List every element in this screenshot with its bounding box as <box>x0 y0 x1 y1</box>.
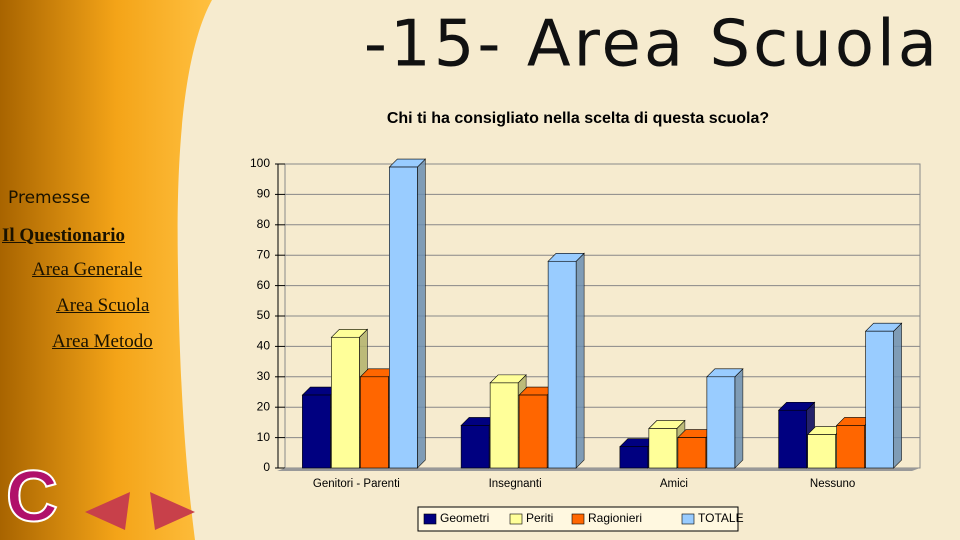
x-tick-label: Nessuno <box>810 478 855 490</box>
bar <box>547 260 577 469</box>
y-tick-label: 50 <box>257 308 271 322</box>
bar <box>807 434 836 469</box>
bar-side <box>575 252 585 469</box>
floor <box>277 468 920 471</box>
bar-side <box>734 368 744 469</box>
bar <box>677 437 707 469</box>
legend-label: TOTALE <box>698 511 744 525</box>
forward-button[interactable] <box>150 492 195 530</box>
slide-title: -15- Area Scuola <box>364 8 940 82</box>
logo: C <box>6 457 58 537</box>
y-tick-label: 10 <box>257 430 271 444</box>
nav-link[interactable]: Area Scuola <box>56 295 150 316</box>
bar <box>360 376 389 469</box>
bar <box>460 425 490 469</box>
bar <box>836 425 865 469</box>
legend-label: Ragionieri <box>588 511 642 525</box>
bar <box>648 428 678 469</box>
legend-swatch <box>423 513 437 525</box>
bar-side <box>417 158 426 469</box>
y-tick-label: 0 <box>263 460 270 474</box>
x-tick-label: Genitori - Parenti <box>313 478 400 490</box>
bar <box>706 376 736 469</box>
nav-link[interactable]: Area Generale <box>32 259 143 280</box>
legend-label: Periti <box>526 511 553 525</box>
chart-title: Chi ti ha consigliato nella scelta di qu… <box>387 110 769 127</box>
y-tick-label: 100 <box>250 156 270 170</box>
back-button[interactable] <box>85 492 130 530</box>
y-tick-label: 20 <box>257 399 271 413</box>
x-tick-label: Amici <box>660 478 688 490</box>
y-tick-label: 60 <box>257 278 271 292</box>
bar <box>302 394 331 469</box>
nav-link[interactable]: Premesse <box>8 188 91 208</box>
bar <box>389 166 418 469</box>
bar <box>331 336 360 469</box>
y-tick-label: 70 <box>257 247 271 261</box>
bar <box>518 394 548 469</box>
legend-swatch <box>509 513 523 525</box>
sidebar <box>0 0 212 540</box>
y-tick-label: 30 <box>257 369 271 383</box>
x-tick-label: Insegnanti <box>489 478 542 490</box>
nav-link[interactable]: Area Metodo <box>52 331 153 352</box>
legend-swatch <box>681 513 695 525</box>
bar-side <box>893 322 902 469</box>
nav-link[interactable]: Il Questionario <box>2 225 125 246</box>
bar <box>489 382 519 469</box>
legend-swatch <box>571 513 585 525</box>
bar <box>778 409 807 469</box>
bar <box>865 330 894 469</box>
y-tick-label: 90 <box>257 187 271 201</box>
y-tick-label: 40 <box>257 339 271 353</box>
legend-label: Geometri <box>440 511 489 525</box>
y-tick-label: 80 <box>257 217 271 231</box>
bar <box>619 446 649 469</box>
